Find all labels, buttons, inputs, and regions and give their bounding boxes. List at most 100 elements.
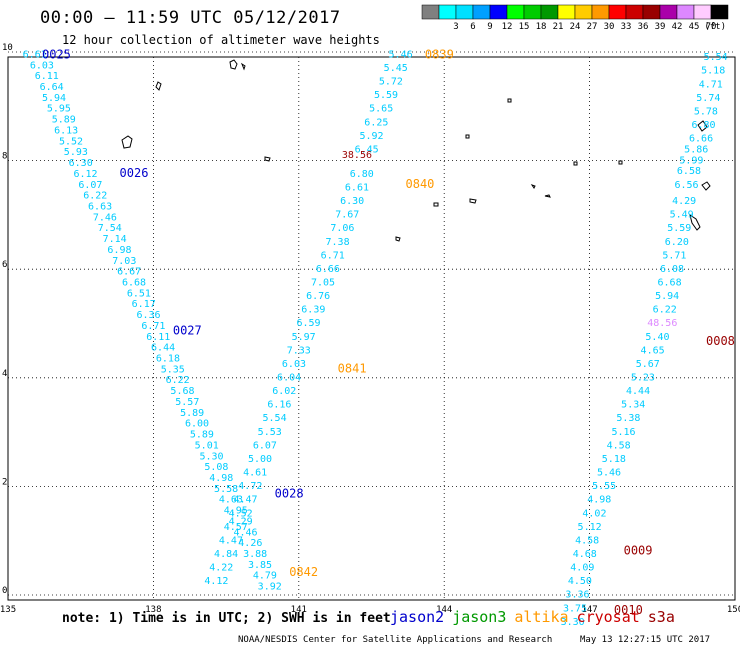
wave-height-value: 4.57 xyxy=(224,522,248,533)
wave-height-value: 4.71 xyxy=(699,79,723,90)
pass-time-label: 0028 xyxy=(275,486,304,500)
color-bin xyxy=(710,4,729,20)
wave-height-value: 6.44 xyxy=(151,343,175,354)
wave-height-value-flagged: 38.56 xyxy=(342,150,372,161)
wave-height-value: 5.01 xyxy=(195,440,219,451)
generation-timestamp: May 13 12:27:15 UTC 2017 xyxy=(580,635,711,645)
color-bin xyxy=(557,4,576,20)
wave-height-value: 4.63 xyxy=(219,495,243,506)
legend-s3a: s3a xyxy=(647,608,675,626)
color-bin xyxy=(455,4,474,20)
wave-height-value-flagged: 48.56 xyxy=(647,318,677,329)
plot-border xyxy=(7,56,736,601)
island-outline xyxy=(465,134,470,139)
lon-tick-label: 135 xyxy=(0,605,16,615)
color-bin-label: 24 xyxy=(570,22,581,32)
wave-height-value: 5.30 xyxy=(200,451,224,462)
axis-ticks: 135 138 141 144 147 150 0 2 4 6 8 10 xyxy=(0,43,740,615)
color-bin xyxy=(506,4,525,20)
color-bin xyxy=(659,4,678,20)
wave-height-value: 6.04 xyxy=(277,373,301,384)
pass-time-label: 0008 xyxy=(706,334,735,348)
lat-tick-label: 10 xyxy=(2,43,13,53)
island-outline xyxy=(507,98,512,103)
color-bin xyxy=(540,4,559,20)
wave-height-value: 6.51 xyxy=(127,288,151,299)
color-bin-label: 3 xyxy=(453,22,458,32)
wave-height-value: 6.71 xyxy=(321,250,345,261)
wave-height-value: 5.68 xyxy=(170,386,194,397)
wave-height-value: 4.47 xyxy=(219,535,243,546)
color-bin xyxy=(421,4,440,20)
wave-height-value: 3.36 xyxy=(565,590,589,601)
pass-time-label: 0841 xyxy=(338,361,367,375)
wave-height-value: 6.30 xyxy=(340,196,364,207)
wave-height-value: 4.72 xyxy=(238,481,262,492)
map-frame xyxy=(7,56,736,601)
wave-height-value: 6.80 xyxy=(350,169,374,180)
wave-height-value: 6.12 xyxy=(73,169,97,180)
wave-height-value: 7.05 xyxy=(311,277,335,288)
wave-height-value: 6.17 xyxy=(132,299,156,310)
wave-height-value: 4.95 xyxy=(224,506,248,517)
wave-height-value: 5.99 xyxy=(679,155,703,166)
pass-time-label: 0842 xyxy=(289,565,318,579)
island-outline xyxy=(121,135,133,149)
color-bin xyxy=(523,4,542,20)
footer-note: note: 1) Time is in UTC; 2) SWH is in fe… xyxy=(62,611,391,626)
island-outlines xyxy=(121,59,711,242)
wave-height-value: 6.45 xyxy=(355,144,379,155)
credit-line: NOAA/NESDIS Center for Satellite Applica… xyxy=(238,635,553,645)
wave-height-value: 5.49 xyxy=(670,210,694,221)
color-bin xyxy=(574,4,593,20)
wave-height-value: 5.54 xyxy=(263,413,287,424)
island-outline xyxy=(701,181,711,191)
color-bin xyxy=(489,4,508,20)
wave-height-value: 6.98 xyxy=(107,245,131,256)
wave-height-value: 5.34 xyxy=(621,400,645,411)
wave-height-value: 5.52 xyxy=(59,136,83,147)
legend-cryosat: cryosat xyxy=(576,608,640,626)
wave-height-value: 5.95 xyxy=(47,104,71,115)
pass-time-label: 0009 xyxy=(624,543,653,557)
island-outline xyxy=(697,120,708,132)
wave-height-value: 4.58 xyxy=(607,440,631,451)
wave-height-value: 5.00 xyxy=(248,454,272,465)
satellite-legend: jason2 jason3 altika cryosat s3a xyxy=(390,608,683,626)
island-outline xyxy=(573,161,578,166)
wave-height-value: 5.72 xyxy=(379,77,403,88)
wave-height-value: 4.50 xyxy=(568,576,592,587)
wave-height-value: 7.06 xyxy=(330,223,354,234)
island-outline xyxy=(240,62,246,71)
wave-height-value: 4.47 xyxy=(233,495,257,506)
wave-height-value: 6.39 xyxy=(301,305,325,316)
color-bin-label: 70 xyxy=(706,22,717,32)
legend-jason2: jason2 xyxy=(390,608,445,626)
wave-height-value: 5.55 xyxy=(592,481,616,492)
lon-tick-label: 150 xyxy=(727,605,740,615)
wave-height-value: 5.12 xyxy=(578,522,602,533)
lat-tick-label: 0 xyxy=(2,586,7,596)
lat-tick-label: 6 xyxy=(2,260,7,270)
color-bin-label: 12 xyxy=(502,22,513,32)
pass-time-label: 0840 xyxy=(406,177,435,191)
wave-height-value: 6.59 xyxy=(296,318,320,329)
island-outline xyxy=(530,184,536,189)
wave-height-value: 5.94 xyxy=(655,291,679,302)
lon-tick-label: 138 xyxy=(145,605,161,615)
wave-height-value: 7.33 xyxy=(287,345,311,356)
wave-height-value: 4.52 xyxy=(229,508,253,519)
wave-height-value: 5.89 xyxy=(190,430,214,441)
wave-height-value: 5.35 xyxy=(161,364,185,375)
wave-height-value: 6.64 xyxy=(40,82,64,93)
wave-height-value: 5.94 xyxy=(42,93,66,104)
lon-tick-label: 147 xyxy=(581,605,597,615)
wave-height-value: 4.29 xyxy=(229,516,253,527)
wave-height-value: 3.88 xyxy=(243,549,267,560)
legend-jason3: jason3 xyxy=(452,608,507,626)
wave-height-value: 5.71 xyxy=(662,250,686,261)
track-jason2: 6.616.036.116.645.945.955.896.135.525.93… xyxy=(23,48,304,593)
wave-height-value: 7.03 xyxy=(112,256,136,267)
color-bin-label: 42 xyxy=(672,22,683,32)
